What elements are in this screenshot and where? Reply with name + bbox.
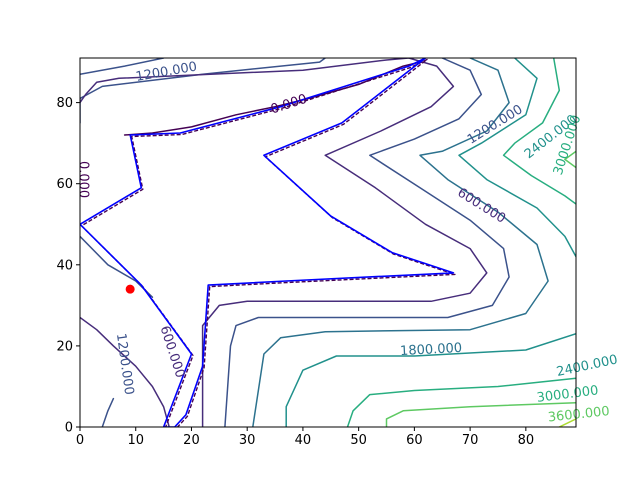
contour-line-2400	[458, 58, 576, 258]
contour-line-1200	[224, 58, 510, 427]
contour-line-3600	[385, 401, 576, 427]
y-tick-label: 20	[56, 339, 73, 354]
x-tick-label: 20	[183, 433, 200, 448]
contour-line-1800	[252, 58, 549, 427]
contour-line-600	[201, 58, 488, 427]
contour-line-600	[80, 316, 170, 427]
contour-label-text: 1800.000	[400, 341, 463, 359]
x-tick-label: 10	[127, 433, 144, 448]
boundary-line	[80, 58, 455, 427]
contour-line-3000	[502, 58, 576, 205]
x-tick-label: 40	[295, 433, 312, 448]
x-tick-label: 70	[462, 433, 479, 448]
contour-line-1200	[80, 58, 326, 124]
x-tick-label: 50	[350, 433, 367, 448]
x-tick-label: 60	[406, 433, 423, 448]
x-tick-label: 80	[518, 433, 535, 448]
contour-label: 1800.000	[400, 341, 463, 359]
x-tick-label: 30	[239, 433, 256, 448]
contour-label-text: 0.000	[75, 161, 90, 198]
y-tick-label: 0	[65, 421, 73, 436]
contour-label: 3600.000	[547, 404, 610, 425]
contour-line-1200	[101, 397, 115, 427]
plot-area	[80, 58, 576, 427]
boundary-layer	[80, 58, 455, 427]
contour-line-1200	[80, 58, 165, 75]
marker-layer	[125, 284, 135, 294]
y-tick-label: 40	[56, 258, 73, 273]
contour-label-text: 3600.000	[547, 404, 610, 425]
contour-line-0-boundary	[80, 58, 456, 427]
contour-lines	[80, 58, 576, 427]
marker-point	[125, 284, 135, 294]
contour-line-2400	[285, 332, 576, 427]
contour-line-3000	[346, 377, 576, 427]
y-tick-label: 80	[56, 96, 73, 111]
contour-label: 0.000	[75, 161, 90, 198]
y-tick-label: 60	[56, 177, 73, 192]
contour-line-4200	[558, 418, 576, 427]
y-axis: 0 20 40 60 80	[56, 96, 80, 436]
contour-line-600	[80, 58, 410, 104]
contour-line-3600	[564, 150, 576, 169]
x-tick-label: 0	[76, 433, 84, 448]
x-axis: 0 10 20 30 40 50 60 70 80	[76, 427, 534, 448]
axes-frame	[79, 57, 577, 428]
